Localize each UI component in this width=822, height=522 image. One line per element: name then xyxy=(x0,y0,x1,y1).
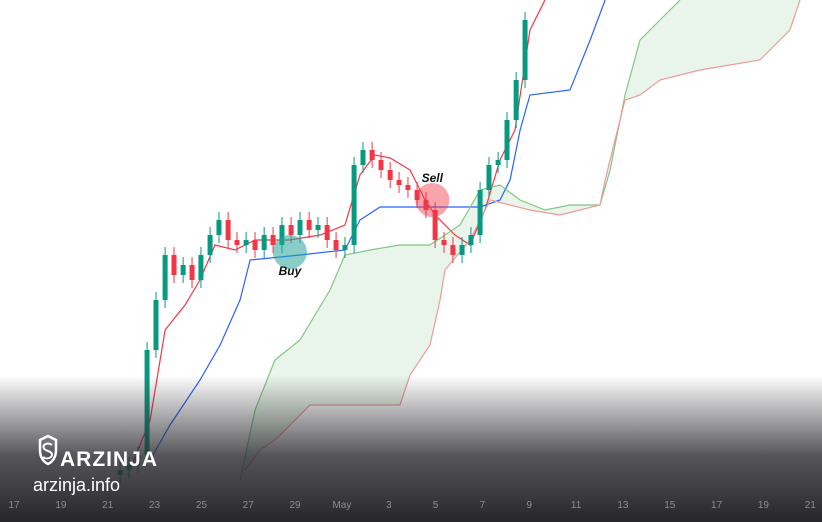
logo-icon xyxy=(38,434,58,466)
indicator-line xyxy=(129,0,546,471)
candle-body xyxy=(369,150,375,160)
signal-marker xyxy=(415,183,450,217)
candle-body xyxy=(162,255,168,300)
bottom-shade xyxy=(0,375,822,522)
candle-body xyxy=(414,190,420,200)
x-tick-label: 17 xyxy=(8,500,20,511)
candle-body xyxy=(468,235,474,245)
logo-icon-mark xyxy=(42,442,53,460)
candle-body xyxy=(405,185,411,190)
candle-body xyxy=(234,240,240,245)
signal-label: Buy xyxy=(279,264,303,278)
candle-body xyxy=(288,225,294,235)
x-tick-label: 13 xyxy=(617,500,629,511)
candle-body xyxy=(459,245,465,255)
x-tick-label: 9 xyxy=(526,500,532,511)
candle-body xyxy=(207,235,213,255)
candle-body xyxy=(189,265,195,280)
candle-body xyxy=(378,160,384,170)
candle-body xyxy=(477,190,483,235)
plot-area: Buy Sell xyxy=(117,0,801,483)
x-tick-label: 11 xyxy=(571,500,582,511)
candle-body xyxy=(279,225,285,245)
logo: ARZINJA arzinja.info xyxy=(33,434,158,495)
x-tick-label: 19 xyxy=(55,500,67,511)
candle-body xyxy=(198,255,204,280)
brand-site: arzinja.info xyxy=(33,475,120,495)
candle-body xyxy=(423,200,429,210)
indicator-line xyxy=(149,0,606,461)
brand-name: ARZINJA xyxy=(60,448,158,471)
candle-body xyxy=(504,120,510,160)
candle-body xyxy=(351,165,357,245)
x-axis: 17 19 21 23 25 27 29 May 3 5 7 9 11 13 15 17 19 21 xyxy=(8,500,817,511)
x-tick-label: 23 xyxy=(149,500,161,511)
candle-body xyxy=(252,240,258,250)
candle-body xyxy=(495,160,501,165)
x-tick-label: 7 xyxy=(480,500,486,511)
candle-body xyxy=(432,210,438,240)
x-tick-label: May xyxy=(332,500,351,511)
candle-body xyxy=(441,240,447,245)
cloud-fill xyxy=(240,0,800,480)
candle-body xyxy=(225,220,231,240)
candle-body xyxy=(180,265,186,275)
candle-body xyxy=(396,180,402,185)
candle-body xyxy=(243,240,249,245)
x-tick-label: 3 xyxy=(386,500,392,511)
candle-body xyxy=(342,245,348,250)
candle-body xyxy=(486,165,492,190)
candle-body xyxy=(270,235,276,245)
candle-body xyxy=(513,80,519,120)
x-tick-label: 19 xyxy=(758,500,770,511)
candle-body xyxy=(297,220,303,235)
candle-body xyxy=(450,245,456,255)
x-tick-label: 21 xyxy=(102,500,114,511)
x-tick-label: 25 xyxy=(196,500,208,511)
candle-body xyxy=(387,170,393,180)
candle-body xyxy=(306,220,312,230)
x-tick-label: 15 xyxy=(664,500,676,511)
signal-marker xyxy=(272,235,307,269)
candle-body xyxy=(171,255,177,275)
x-tick-label: 17 xyxy=(711,500,723,511)
signal-label: Sell xyxy=(422,171,444,185)
candle-body xyxy=(333,240,339,250)
x-tick-label: 21 xyxy=(805,500,817,511)
candle-body xyxy=(153,300,159,350)
candle-body xyxy=(315,225,321,230)
x-tick-label: 29 xyxy=(290,500,302,511)
x-tick-label: 27 xyxy=(243,500,255,511)
candle-body xyxy=(261,235,267,250)
x-tick-label: 5 xyxy=(433,500,439,511)
candle-body xyxy=(216,220,222,235)
candle-body xyxy=(522,20,528,80)
candle-body xyxy=(360,150,366,165)
candle-body xyxy=(324,225,330,240)
